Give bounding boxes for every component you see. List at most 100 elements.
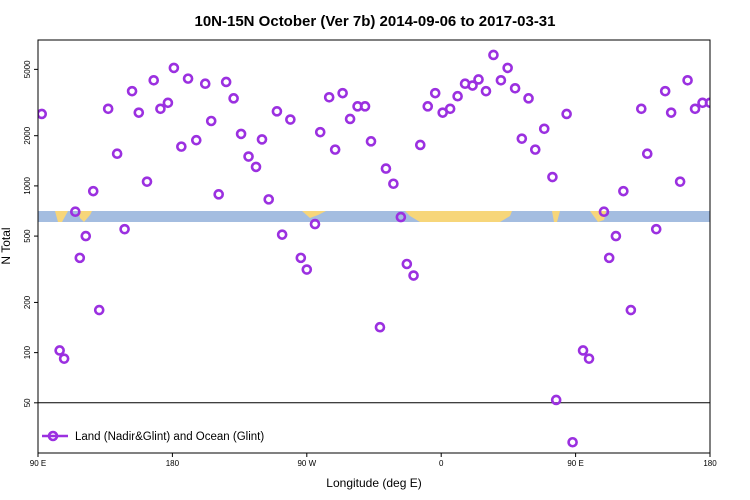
- chart-title: 10N-15N October (Ver 7b) 2014-09-06 to 2…: [194, 13, 555, 30]
- x-axis: 90 E 180 90 W 0 90 E 180: [30, 453, 717, 468]
- data-point: [74, 252, 86, 264]
- data-point: [80, 230, 92, 242]
- data-point: [301, 264, 313, 275]
- data-point: [567, 436, 578, 448]
- data-point: [256, 134, 268, 145]
- data-point: [199, 78, 211, 90]
- legend-marker: [47, 430, 59, 442]
- data-point: [155, 103, 166, 115]
- data-point: [488, 49, 499, 61]
- data-point: [263, 194, 275, 205]
- data-point: [314, 126, 326, 138]
- data-point: [235, 128, 247, 140]
- data-point: [422, 101, 434, 112]
- data-point: [102, 103, 114, 115]
- data-point: [54, 345, 65, 356]
- y-tick-label: 2000: [23, 126, 32, 144]
- y-tick-label: 100: [23, 345, 32, 359]
- data-point: [87, 185, 99, 197]
- data-point: [111, 148, 123, 159]
- data-point: [93, 304, 105, 316]
- data-point: [205, 115, 217, 127]
- legend: Land (Nadir&Glint) and Ocean (Glint): [42, 430, 264, 443]
- y-tick-label: 500: [23, 229, 32, 243]
- data-point: [365, 136, 377, 147]
- map-band: [38, 211, 710, 222]
- ocean-band: [38, 211, 710, 222]
- data-point: [561, 108, 572, 120]
- data-point: [689, 103, 701, 115]
- data-point: [547, 171, 558, 183]
- data-point: [429, 87, 441, 99]
- data-point: [228, 93, 239, 104]
- data-point: [704, 97, 710, 109]
- data-point: [659, 85, 671, 97]
- x-tick-label: 0: [439, 459, 444, 468]
- data-point: [674, 176, 686, 187]
- data-point: [509, 82, 521, 94]
- y-tick-label: 5000: [23, 60, 32, 78]
- data-point: [550, 394, 562, 406]
- series-points: [38, 49, 710, 448]
- data-point: [285, 114, 296, 125]
- data-point: [529, 144, 541, 155]
- x-tick-label: 90 E: [567, 459, 583, 468]
- data-point: [271, 106, 283, 117]
- data-point: [344, 113, 356, 125]
- data-point: [650, 223, 662, 235]
- data-point: [467, 80, 478, 91]
- data-point: [359, 101, 371, 112]
- data-point: [380, 163, 392, 174]
- data-point: [452, 90, 463, 102]
- data-point: [141, 176, 153, 187]
- x-tick-label: 180: [166, 459, 180, 468]
- data-point: [182, 73, 194, 84]
- data-point: [323, 91, 335, 103]
- data-point: [665, 107, 677, 118]
- data-point: [401, 258, 413, 270]
- data-point: [295, 252, 307, 264]
- data-point: [38, 108, 48, 120]
- data-point: [250, 161, 262, 173]
- data-point: [70, 206, 81, 218]
- x-tick-label: 180: [703, 459, 717, 468]
- data-point: [220, 76, 232, 88]
- data-point: [408, 270, 419, 281]
- data-point: [168, 62, 180, 74]
- data-point: [625, 304, 637, 316]
- data-point: [414, 139, 426, 151]
- legend-label: Land (Nadir&Glint) and Ocean (Glint): [75, 431, 264, 443]
- data-point: [603, 252, 615, 264]
- y-tick-label: 200: [23, 295, 32, 309]
- data-point: [337, 87, 348, 99]
- data-point: [119, 223, 130, 235]
- y-tick-label: 50: [23, 398, 32, 407]
- data-point: [495, 74, 507, 86]
- data-point: [190, 134, 202, 146]
- data-point: [618, 185, 629, 197]
- data-point: [641, 148, 653, 159]
- data-point: [577, 345, 589, 356]
- data-point: [610, 230, 622, 242]
- y-axis-title: N Total: [0, 227, 13, 264]
- data-point: [538, 123, 550, 135]
- x-tick-label: 90 E: [30, 459, 46, 468]
- land-band: [55, 211, 606, 222]
- data-point: [388, 178, 399, 190]
- data-point: [309, 218, 321, 230]
- data-point: [176, 141, 187, 152]
- plot-frame: [37, 39, 711, 454]
- data-point: [162, 97, 174, 109]
- data-point: [523, 93, 534, 104]
- data-point: [374, 321, 386, 333]
- y-axis: 50 100 200 500 1000 2000 5000: [23, 60, 38, 407]
- data-point: [329, 144, 341, 155]
- data-point: [395, 211, 407, 223]
- data-point: [126, 85, 138, 97]
- data-point: [213, 189, 224, 200]
- data-point: [148, 74, 160, 86]
- x-axis-title: Longitude (deg E): [326, 476, 421, 490]
- data-point: [516, 133, 528, 144]
- data-point: [598, 206, 610, 218]
